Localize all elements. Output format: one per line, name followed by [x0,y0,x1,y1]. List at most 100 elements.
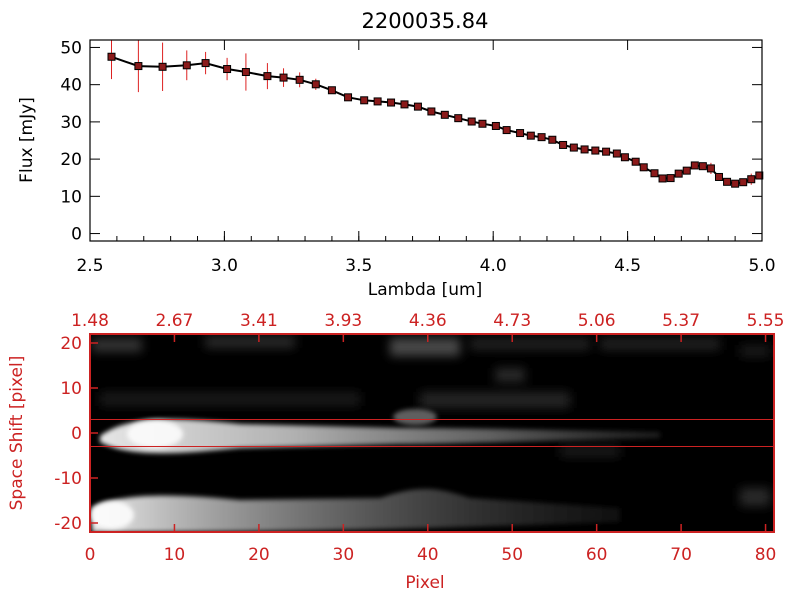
data-point [569,143,578,152]
data-point [526,131,535,140]
data-point [201,59,210,68]
data-point [373,97,382,106]
spectrum-x-tick-label: 4.5 [614,256,641,276]
data-point [440,110,449,119]
data-point [731,179,740,188]
image-top-tick-label: 4.36 [409,311,447,331]
image-top-tick-label: 5.06 [578,311,616,331]
spectrum-y-tick-label: 10 [60,187,82,207]
spectrum-markers [107,52,764,188]
image-y-ticks: -20 -10 0 10 20 [54,334,98,534]
spectrum-y-ticks: 0 10 20 30 40 50 [60,38,762,245]
data-point [134,62,143,71]
secondary-trace [92,488,620,532]
spectrum-y-tick-label: 30 [60,113,82,133]
image-x-tick-label: 0 [85,545,96,565]
spectrum-x-ticks: 2.5 3.0 3.5 4.0 4.5 5.0 [76,40,776,276]
image-x-tick-label: 70 [670,545,692,565]
data-point [602,147,611,156]
data-point [666,174,675,183]
primary-trace-peak [127,420,183,448]
primary-trace [100,419,660,454]
image-top-tick-label: 2.67 [156,311,194,331]
image-plot: -20 -10 0 10 20 0 10 20 30 40 50 60 70 80 1.48 2.67 3.… [7,311,784,593]
data-point [158,62,167,71]
image-x-axis-label: Pixel [405,573,444,593]
data-point [639,163,648,172]
spectrum-x-tick-label: 5.0 [748,256,775,276]
image-top-tick-label: 4.73 [493,311,531,331]
data-point [612,149,621,158]
spectrum-y-axis-label: Flux [mJy] [17,97,37,183]
data-point [413,102,422,111]
data-point [223,65,232,74]
spectrum-x-axis-label: Lambda [um] [368,280,482,300]
data-point [263,72,272,81]
spectrum-x-tick-label: 2.5 [76,256,103,276]
spectrum-line [111,55,760,185]
data-point [295,75,304,84]
image-noise [92,336,770,506]
data-point [580,145,589,154]
spectrum-x-tick-label: 3.0 [211,256,238,276]
image-y-tick-label: -10 [54,469,82,489]
data-point [279,73,288,82]
data-point [491,121,500,130]
data-point [658,174,667,183]
image-y-tick-label: 0 [71,424,82,444]
spectrum-y-tick-label: 50 [60,38,82,58]
image-x-tick-label: 10 [164,545,186,565]
data-point [241,68,250,77]
image-top-tick-label: 5.55 [747,311,785,331]
image-y-tick-label: -20 [54,514,82,534]
image-x-ticks: 0 10 20 30 40 50 60 70 80 [85,524,777,565]
image-top-tick-label: 5.37 [662,311,700,331]
data-point [467,117,476,126]
data-point [650,169,659,178]
spectrum-x-tick-label: 3.5 [345,256,372,276]
data-point [360,96,369,105]
data-point [502,126,511,135]
spectrum-y-tick-label: 40 [60,76,82,96]
data-point [478,119,487,128]
data-point [698,162,707,171]
data-point [107,52,116,61]
data-point [690,161,699,170]
data-point [311,80,320,89]
spectrum-frame [89,39,763,242]
data-point [559,140,568,149]
data-point [400,100,409,109]
spectrum-plot: 2200035.84 0 10 20 30 40 50 2.5 3.0 3.5 4.0 4.5 5.… [17,9,776,300]
data-point [427,107,436,116]
image-top-tick-label: 3.41 [240,311,278,331]
image-top-tick-label: 3.93 [324,311,362,331]
image-y-axis-label: Space Shift [pixel] [7,356,27,511]
image-x-tick-label: 40 [417,545,439,565]
data-point [631,157,640,166]
data-point [387,98,396,107]
image-x-tick-label: 50 [501,545,523,565]
data-point [739,178,748,187]
image-x-tick-label: 80 [755,545,777,565]
data-point [674,169,683,178]
image-x-tick-label: 20 [248,545,270,565]
spectrum-y-tick-label: 20 [60,150,82,170]
data-point [723,177,732,186]
data-point [747,175,756,184]
spectrum-title: 2200035.84 [362,9,489,33]
data-point [516,129,525,138]
data-point [537,133,546,142]
spectrum-y-tick-label: 0 [71,225,82,245]
data-point [620,153,629,162]
data-point [182,61,191,70]
image-x-tick-label: 60 [586,545,608,565]
data-point [706,164,715,173]
data-point [454,114,463,123]
data-point [714,172,723,181]
image-y-tick-label: 10 [60,379,82,399]
image-y-tick-label: 20 [60,334,82,354]
image-x-tick-label: 30 [333,545,355,565]
image-top-wavelength-ticks: 1.48 2.67 3.41 3.93 4.36 4.73 5.06 5.37 5.55 [71,311,784,342]
data-point [548,135,557,144]
